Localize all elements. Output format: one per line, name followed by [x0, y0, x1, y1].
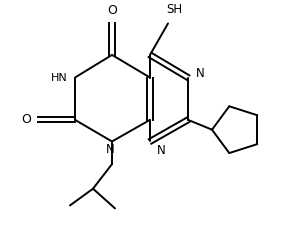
Text: O: O [107, 3, 117, 17]
Text: N: N [106, 143, 114, 156]
Text: O: O [21, 113, 31, 126]
Text: N: N [196, 67, 205, 80]
Text: N: N [157, 144, 166, 158]
Text: HN: HN [51, 73, 68, 82]
Text: SH: SH [166, 3, 182, 15]
